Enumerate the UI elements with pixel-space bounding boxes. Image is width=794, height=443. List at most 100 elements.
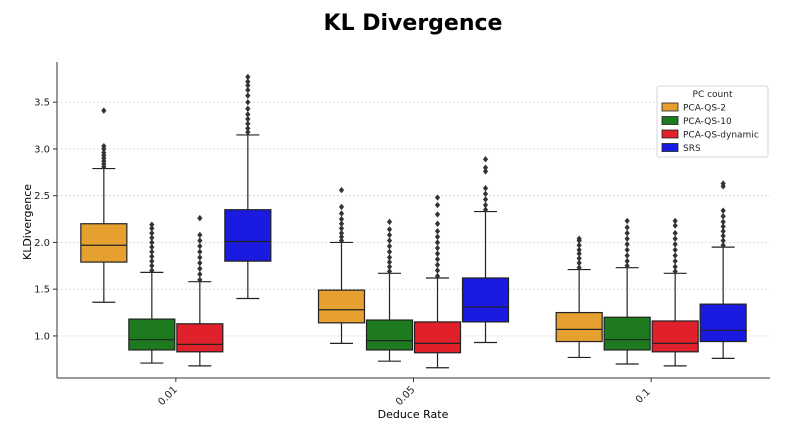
x-tick-label: 0.1: [634, 387, 653, 406]
box-iqr: [365, 319, 414, 351]
outlier-point: [482, 190, 489, 198]
box-iqr: [317, 289, 366, 324]
outlier-point: [576, 235, 582, 242]
outlier-point: [482, 168, 489, 175]
y-tick-label: 1.0: [34, 331, 50, 342]
outlier-point: [672, 263, 678, 270]
outlier-point: [672, 241, 678, 248]
outlier-point: [386, 268, 393, 275]
box-iqr: [699, 303, 747, 343]
box-pca-qs-dynamic-0.1: [651, 217, 699, 367]
outlier-point: [434, 244, 441, 252]
outlier-point: [434, 228, 441, 235]
outlier-point: [197, 271, 203, 278]
outlier-point: [197, 214, 203, 222]
outlier-point: [576, 264, 582, 271]
outlier-point: [482, 156, 489, 163]
outlier-point: [482, 196, 489, 203]
outlier-point: [720, 232, 726, 240]
outlier-point: [624, 224, 630, 231]
box-iqr: [176, 323, 224, 353]
outlier-point: [149, 234, 155, 241]
outlier-point: [576, 255, 582, 262]
outlier-point: [672, 268, 678, 275]
outlier-point: [245, 73, 251, 81]
box-pca-qs-2-0.1: [555, 235, 603, 359]
outlier-point: [434, 272, 441, 280]
outlier-point: [338, 225, 345, 232]
outlier-point: [624, 262, 630, 270]
box-pca-qs-10-0.05: [365, 218, 414, 362]
outlier-point: [149, 221, 155, 228]
outlier-point: [197, 265, 203, 272]
outlier-point: [197, 259, 203, 267]
outlier-point: [576, 246, 582, 254]
outlier-point: [386, 231, 393, 239]
legend-swatch: [661, 129, 679, 139]
legend-swatch: [661, 143, 679, 152]
outlier-point: [386, 218, 393, 226]
outlier-point: [434, 220, 441, 227]
box-iqr: [80, 223, 128, 263]
outlier-point: [720, 223, 726, 230]
outlier-point: [720, 218, 726, 226]
outlier-point: [624, 229, 630, 237]
box-pca-qs-10-0.1: [603, 217, 651, 365]
outlier-point: [245, 82, 251, 89]
outlier-point: [482, 206, 489, 213]
outlier-point: [197, 276, 203, 284]
y-tick-label: 2.5: [34, 191, 50, 202]
outlier-point: [245, 120, 251, 127]
box-iqr: [603, 316, 651, 351]
box-iqr: [224, 209, 272, 262]
box-srs-0.01: [224, 73, 272, 300]
box-iqr: [128, 318, 176, 351]
outlier-point: [101, 142, 107, 150]
outlier-point: [101, 149, 107, 156]
outlier-point: [434, 267, 441, 274]
y-tick-label: 2.0: [34, 238, 50, 249]
outlier-point: [624, 235, 630, 242]
outlier-point: [434, 261, 441, 269]
y-axis-label: KLDivergence: [21, 184, 34, 260]
outlier-point: [338, 220, 345, 227]
legend-swatch: [661, 102, 679, 112]
outlier-point: [720, 213, 726, 220]
box-iqr: [651, 320, 699, 353]
legend-frame: [656, 85, 769, 158]
box-iqr: [461, 277, 510, 323]
outlier-point: [149, 248, 155, 255]
outlier-point: [386, 242, 393, 250]
outlier-point: [338, 229, 345, 237]
outlier-point: [672, 222, 678, 229]
outlier-point: [197, 248, 203, 255]
box-srs-0.1: [699, 180, 747, 359]
outlier-point: [624, 252, 630, 259]
outlier-point: [149, 257, 155, 265]
outlier-point: [672, 235, 678, 242]
gridlines: [57, 101, 770, 337]
outlier-point: [101, 107, 107, 114]
outlier-point: [434, 256, 441, 263]
outlier-point: [245, 86, 251, 94]
outlier-point: [149, 243, 155, 251]
outlier-point: [386, 237, 393, 244]
box-pca-qs-2-0.01: [80, 107, 128, 303]
outlier-point: [386, 258, 393, 266]
outlier-point: [338, 210, 345, 217]
outlier-point: [624, 257, 630, 265]
outlier-point: [720, 180, 726, 187]
y-tick-label: 3.5: [34, 98, 50, 109]
outlier-point: [245, 78, 251, 85]
x-tick-label: 0.05: [394, 384, 418, 408]
legend-entry-label: PCA-QS-2: [683, 104, 726, 114]
legend-entry-label: PCA-QS-10: [683, 117, 732, 127]
outlier-point: [197, 242, 203, 250]
outlier-point: [197, 231, 203, 239]
outlier-point: [149, 225, 155, 232]
outlier-point: [197, 237, 203, 244]
box-srs-0.05: [461, 156, 510, 344]
outlier-point: [386, 248, 393, 255]
box-pca-qs-dynamic-0.01: [176, 214, 224, 367]
outlier-point: [576, 259, 582, 267]
